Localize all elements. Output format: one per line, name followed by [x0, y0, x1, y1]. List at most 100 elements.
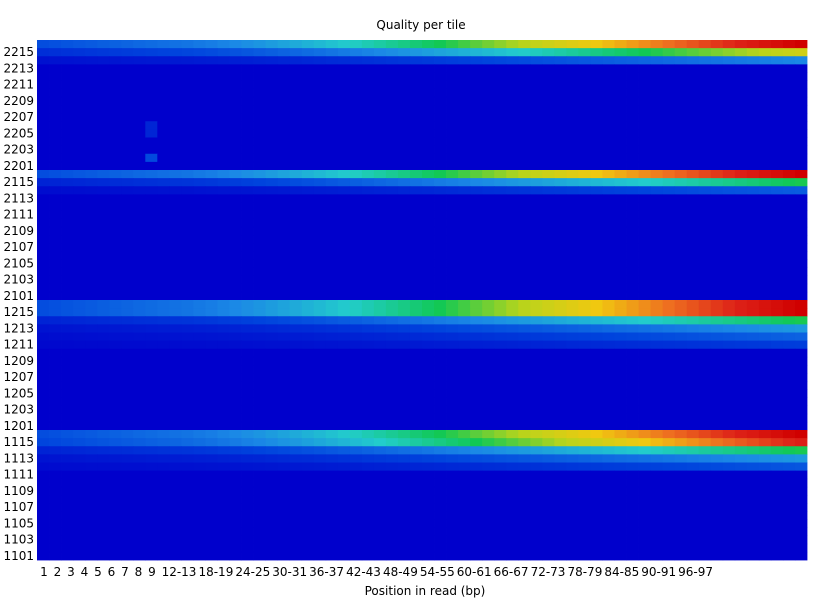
heatmap-cell: [145, 275, 158, 285]
heatmap-cell: [193, 397, 206, 407]
heatmap-cell: [578, 454, 591, 463]
heatmap-cell: [710, 153, 724, 163]
heatmap-cell: [566, 332, 579, 342]
heatmap-cell: [662, 72, 676, 82]
heatmap-cell: [109, 153, 122, 163]
heatmap-cell: [542, 316, 555, 325]
heatmap-cell: [217, 348, 230, 358]
heatmap-cell: [530, 226, 543, 236]
heatmap-cell: [205, 503, 218, 512]
heatmap-cell: [602, 356, 615, 366]
heatmap-cell: [782, 170, 796, 179]
heatmap-cell: [133, 194, 146, 203]
heatmap-cell: [758, 88, 772, 98]
heatmap-cell: [446, 365, 459, 374]
heatmap-cell: [482, 40, 495, 49]
heatmap-cell: [313, 194, 327, 203]
heatmap-cell: [361, 535, 375, 545]
heatmap-cell: [614, 389, 627, 398]
heatmap-cell: [638, 178, 651, 187]
heatmap-cell: [181, 96, 194, 106]
heatmap-cell: [722, 340, 736, 350]
heatmap-cell: [686, 161, 700, 171]
heatmap-cell: [205, 267, 218, 277]
heatmap-cell: [229, 348, 242, 358]
heatmap-cell: [325, 202, 339, 212]
heatmap-cell: [482, 259, 495, 268]
heatmap-cell: [638, 267, 651, 277]
heatmap-cell: [590, 373, 603, 382]
heatmap-cell: [385, 96, 399, 106]
heatmap-cell: [85, 251, 98, 260]
heatmap-cell: [494, 113, 507, 122]
heatmap-cell: [181, 511, 194, 520]
heatmap-cell: [422, 421, 435, 431]
heatmap-cell: [301, 478, 315, 488]
heatmap-cell: [638, 96, 651, 106]
heatmap-cell: [217, 137, 230, 147]
heatmap-cell: [265, 495, 279, 504]
heatmap-cell: [313, 259, 327, 268]
heatmap-cell: [157, 96, 170, 106]
heatmap-cell: [289, 275, 303, 285]
heatmap-cell: [482, 389, 495, 398]
heatmap-cell: [554, 551, 567, 561]
heatmap-cell: [229, 170, 242, 179]
heatmap-cell: [397, 210, 411, 220]
heatmap-cell: [49, 470, 62, 480]
heatmap-cell: [638, 397, 651, 407]
heatmap-cell: [590, 218, 603, 228]
heatmap-cell: [722, 535, 736, 545]
heatmap-cell: [361, 259, 375, 268]
heatmap-cell: [662, 527, 676, 537]
heatmap-cell: [518, 235, 531, 244]
heatmap-cell: [422, 186, 435, 195]
heatmap-cell: [710, 178, 724, 187]
heatmap-cell: [49, 486, 62, 496]
heatmap-cell: [361, 153, 375, 163]
heatmap-cell: [193, 275, 206, 285]
heatmap-cell: [169, 178, 182, 187]
heatmap-cell: [674, 421, 688, 431]
heatmap-cell: [638, 316, 651, 325]
heatmap-cell: [109, 259, 122, 268]
heatmap-cell: [61, 454, 74, 463]
heatmap-cell: [470, 454, 483, 463]
heatmap-cell: [734, 121, 748, 130]
heatmap-cell: [145, 300, 158, 309]
heatmap-cell: [722, 332, 736, 342]
heatmap-cell: [241, 332, 254, 342]
heatmap-cell: [494, 243, 507, 252]
heatmap-cell: [698, 413, 712, 423]
heatmap-cell: [301, 153, 315, 163]
heatmap-cell: [542, 551, 555, 561]
heatmap-cell: [241, 308, 254, 317]
heatmap-cell: [265, 145, 279, 155]
heatmap-cell: [37, 551, 50, 561]
heatmap-cell: [133, 421, 146, 431]
heatmap-cell: [181, 397, 194, 407]
heatmap-cell: [205, 316, 218, 325]
heatmap-cell: [361, 511, 375, 520]
heatmap-cell: [217, 96, 230, 106]
heatmap-cell: [229, 210, 242, 220]
heatmap-cell: [746, 129, 760, 138]
heatmap-cell: [337, 486, 351, 496]
x-tick-label: 5: [94, 565, 102, 579]
heatmap-cell: [145, 113, 158, 122]
heatmap-cell: [253, 430, 266, 439]
heatmap-cell: [614, 397, 627, 407]
heatmap-cell: [409, 486, 423, 496]
heatmap-cell: [145, 210, 158, 220]
heatmap-cell: [650, 446, 664, 455]
heatmap-cell: [241, 113, 254, 122]
heatmap-cell: [578, 291, 591, 301]
heatmap-cell: [397, 438, 411, 447]
heatmap-cell: [626, 332, 639, 342]
heatmap-cell: [650, 80, 664, 90]
heatmap-cell: [482, 503, 495, 512]
heatmap-cell: [205, 430, 218, 439]
heatmap-cell: [710, 170, 724, 179]
heatmap-cell: [566, 454, 579, 463]
heatmap-cell: [397, 478, 411, 488]
